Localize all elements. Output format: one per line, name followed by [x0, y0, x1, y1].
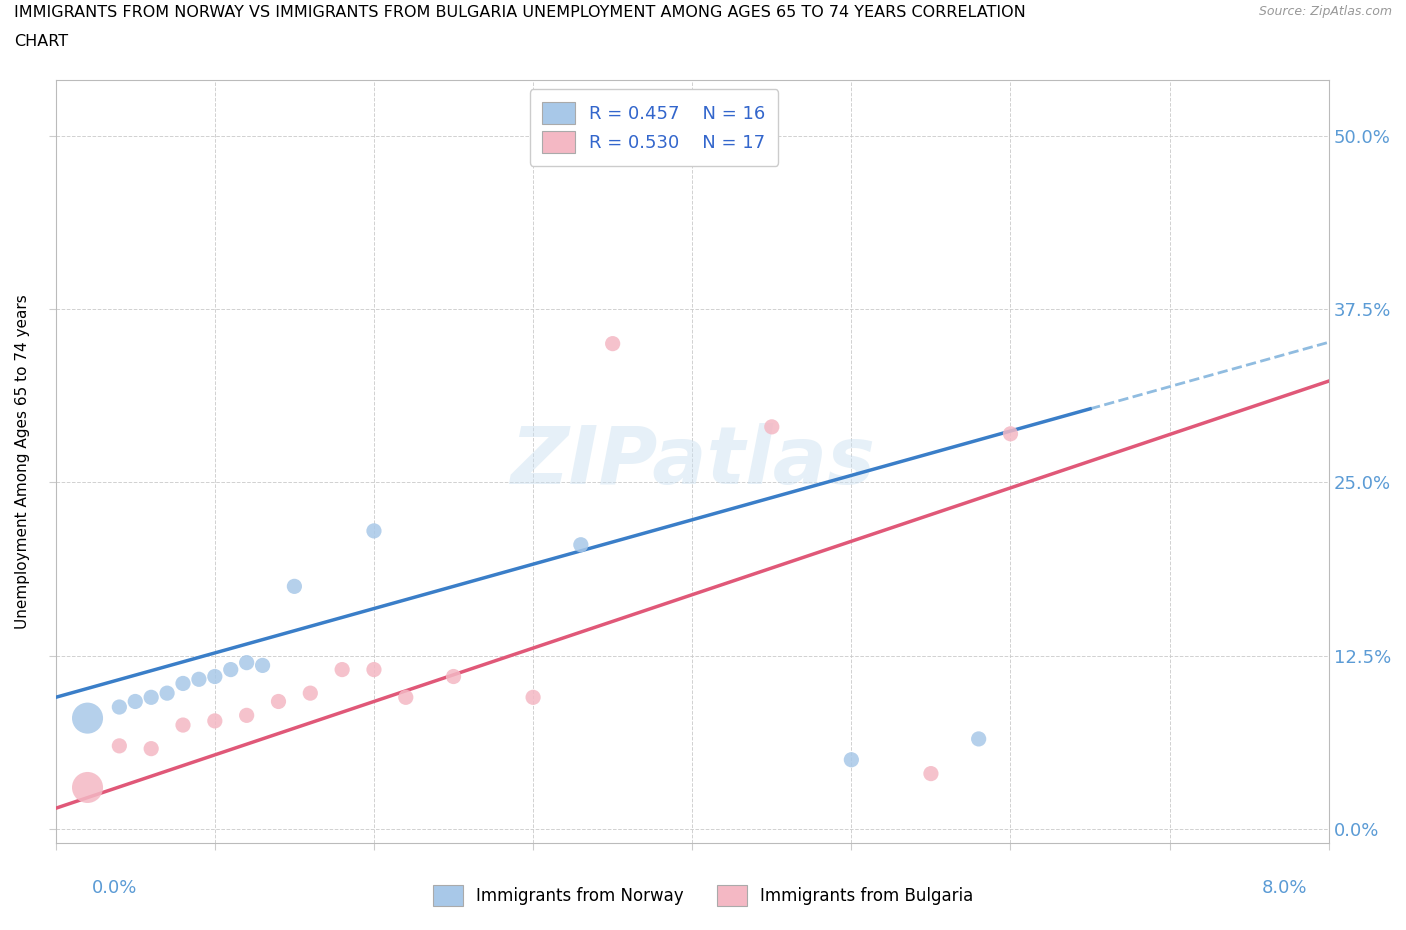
Legend: Immigrants from Norway, Immigrants from Bulgaria: Immigrants from Norway, Immigrants from … — [426, 879, 980, 912]
Text: IMMIGRANTS FROM NORWAY VS IMMIGRANTS FROM BULGARIA UNEMPLOYMENT AMONG AGES 65 TO: IMMIGRANTS FROM NORWAY VS IMMIGRANTS FRO… — [14, 5, 1026, 20]
Point — [187, 671, 209, 686]
Point — [235, 656, 257, 671]
Point — [283, 578, 305, 593]
Point — [141, 741, 163, 756]
Point — [219, 662, 242, 677]
Point — [204, 669, 226, 684]
Point — [156, 685, 179, 700]
Legend: R = 0.457    N = 16, R = 0.530    N = 17: R = 0.457 N = 16, R = 0.530 N = 17 — [530, 89, 779, 166]
Point — [363, 662, 385, 677]
Text: 0.0%: 0.0% — [91, 879, 136, 897]
Text: 8.0%: 8.0% — [1263, 879, 1308, 897]
Point — [235, 708, 257, 723]
Point — [108, 699, 131, 714]
Point — [967, 732, 990, 747]
Text: ZIPatlas: ZIPatlas — [510, 422, 875, 500]
Point — [141, 690, 163, 705]
Point — [108, 738, 131, 753]
Point — [1000, 426, 1022, 441]
Point — [443, 669, 465, 684]
Y-axis label: Unemployment Among Ages 65 to 74 years: Unemployment Among Ages 65 to 74 years — [15, 294, 30, 629]
Text: Source: ZipAtlas.com: Source: ZipAtlas.com — [1258, 5, 1392, 18]
Point — [204, 713, 226, 728]
Text: CHART: CHART — [14, 34, 67, 49]
Point — [522, 690, 544, 705]
Point — [172, 676, 194, 691]
Point — [920, 766, 942, 781]
Point — [569, 538, 592, 552]
Point — [602, 336, 624, 351]
Point — [395, 690, 418, 705]
Point — [76, 711, 98, 725]
Point — [76, 780, 98, 795]
Point — [124, 694, 146, 709]
Point — [299, 685, 322, 700]
Point — [267, 694, 290, 709]
Point — [172, 718, 194, 733]
Point — [841, 752, 863, 767]
Point — [363, 524, 385, 538]
Point — [252, 658, 274, 673]
Point — [761, 419, 783, 434]
Point — [330, 662, 353, 677]
